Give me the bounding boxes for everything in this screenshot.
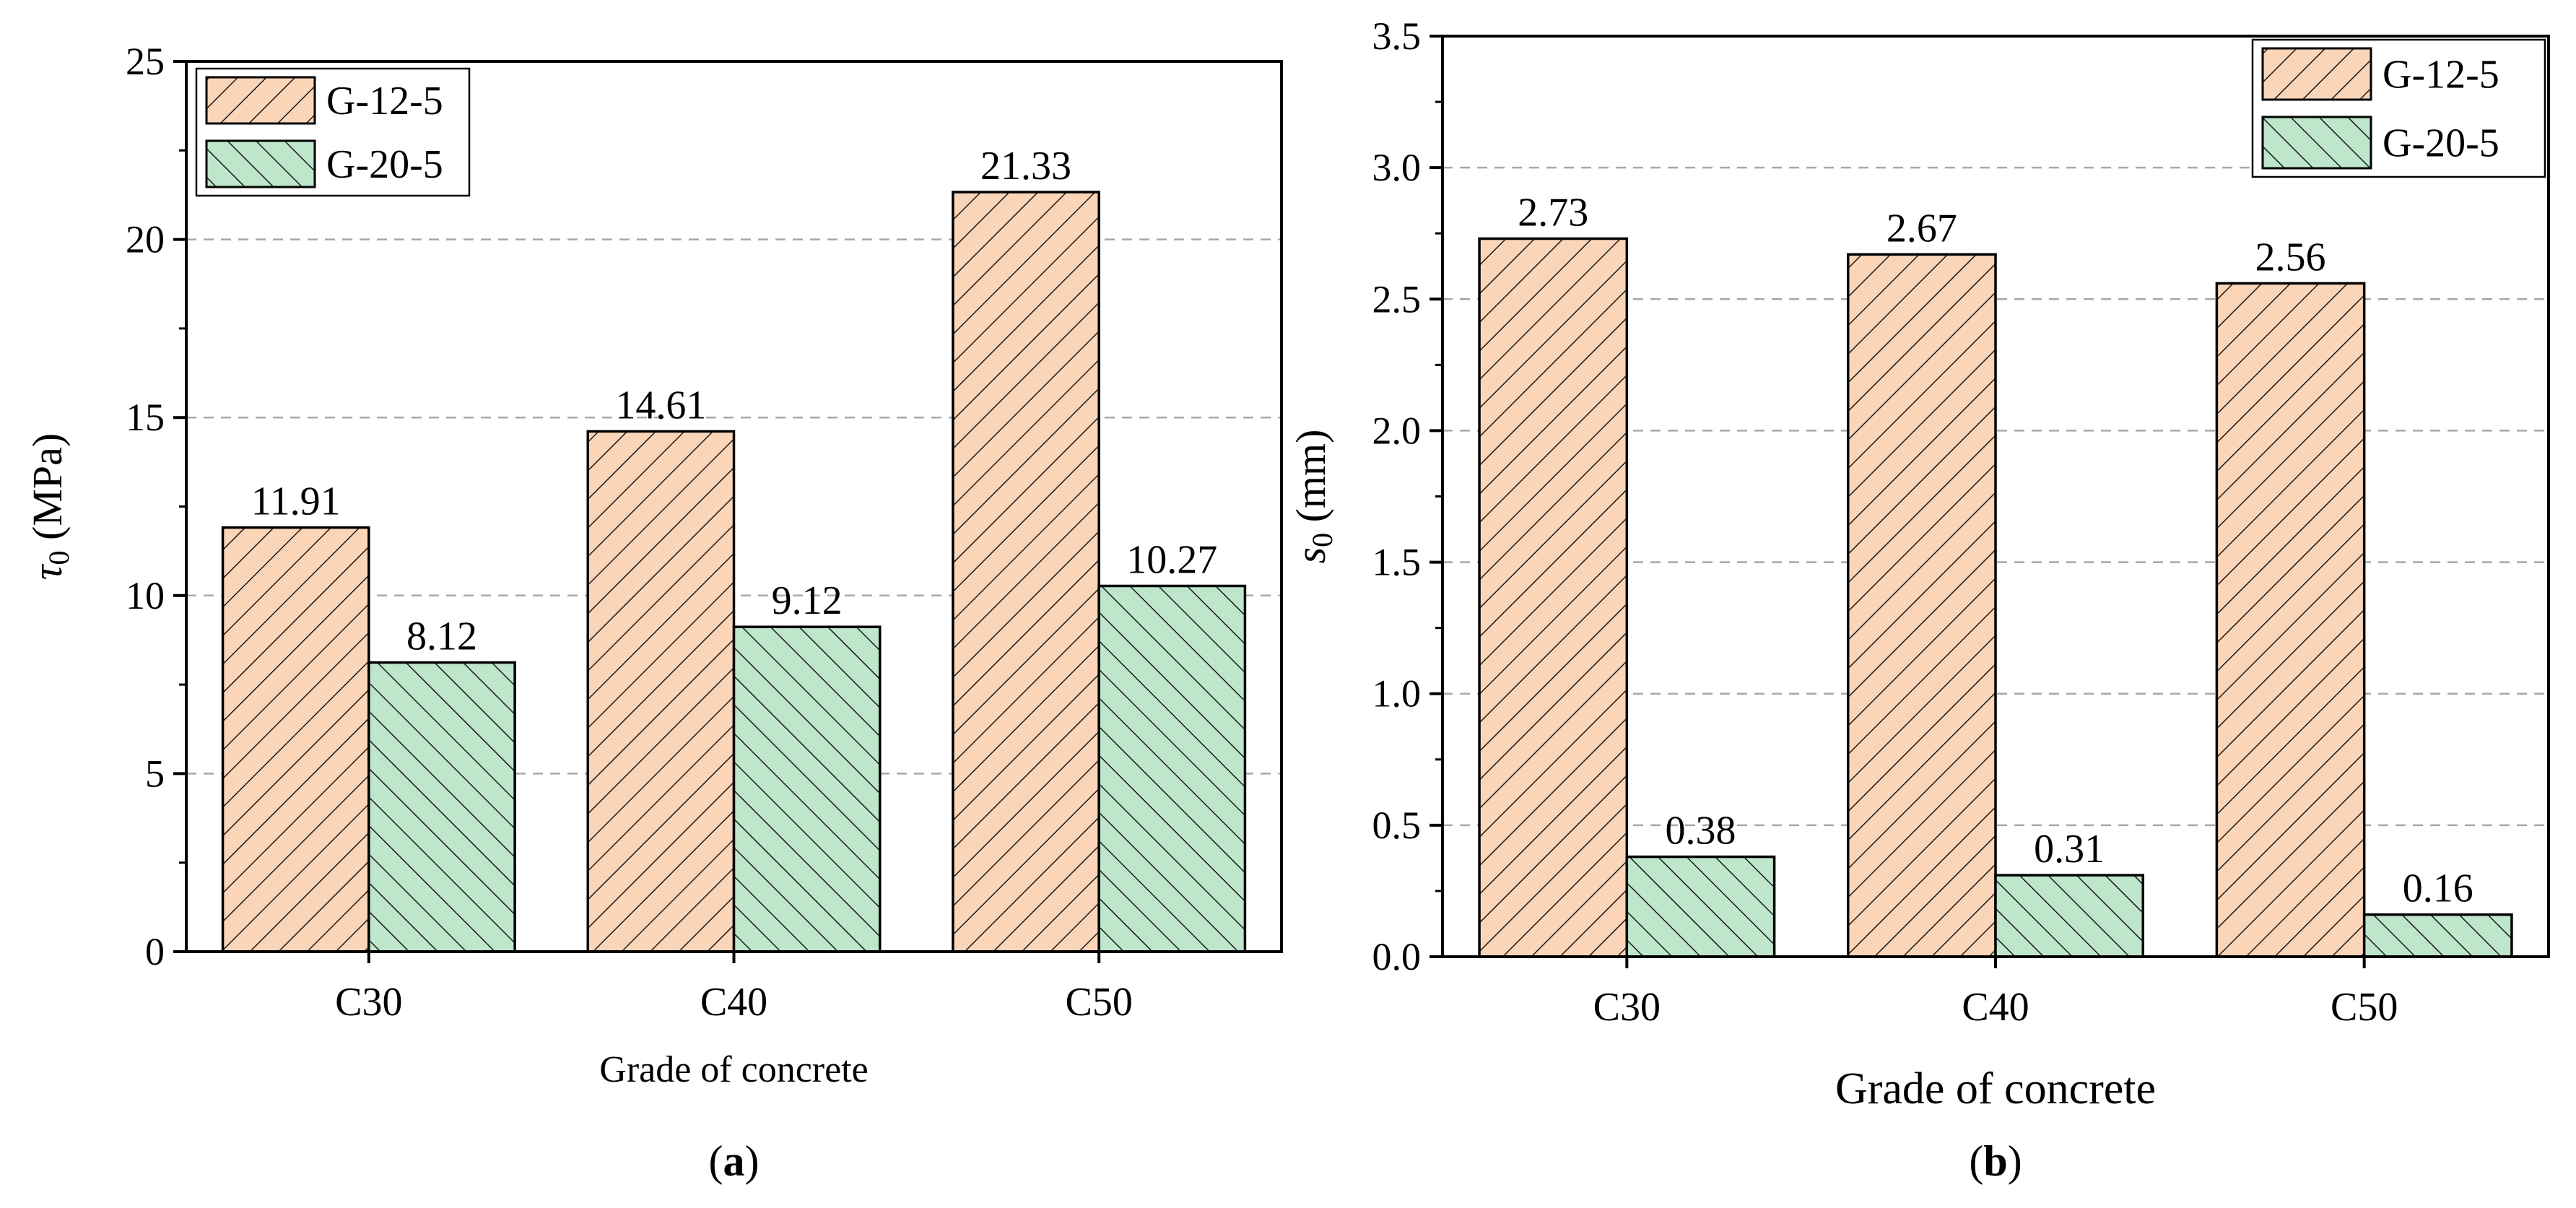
x-tick-label: C40 <box>700 980 767 1025</box>
y-tick-label: 1.5 <box>1372 541 1422 584</box>
y-axis-subscript: 0 <box>1306 533 1339 547</box>
bar <box>367 661 516 953</box>
y-tick-label: 10 <box>126 574 165 617</box>
bar <box>2215 282 2366 958</box>
bar-value-label: 2.67 <box>1887 206 1957 251</box>
chart-panel-b: 2.73 0.38 2.67 0.31 2.56 0.16 0.0 0.5 1.0 1.5 2.0… <box>1287 14 2550 1185</box>
bar-value-label: 10.27 <box>1126 537 1217 582</box>
y-tick-label: 1.0 <box>1372 672 1422 716</box>
x-tick-label: C30 <box>335 980 402 1025</box>
y-ticks <box>1430 35 1443 958</box>
y-tick-label: 0.0 <box>1372 935 1422 978</box>
y-tick-label: 5 <box>145 752 165 795</box>
bars <box>1478 237 2513 958</box>
legend-swatch <box>205 139 316 188</box>
x-tick-label: C40 <box>1962 985 2029 1030</box>
bar <box>1625 855 1776 958</box>
y-tick-label: 0 <box>145 930 165 973</box>
bar <box>1846 253 1997 958</box>
legend-swatch <box>2261 116 2372 170</box>
y-axis-subscript: 0 <box>43 550 75 565</box>
y-tick-label: 25 <box>126 40 165 83</box>
legend: G-12-5 G-20-5 <box>195 67 471 197</box>
bar <box>221 526 370 953</box>
bars <box>221 191 1247 953</box>
x-ticks <box>1625 957 2366 968</box>
y-tick-label: 0.5 <box>1372 804 1422 847</box>
y-tick-label: 15 <box>126 396 165 439</box>
y-axis-symbol: s <box>1287 547 1334 564</box>
legend-label: G-20-5 <box>326 142 443 187</box>
bar <box>1994 874 2145 958</box>
x-tick-label: C50 <box>2331 985 2398 1030</box>
y-tick-labels: 0 5 10 15 20 25 <box>126 40 165 973</box>
bar-value-label: 2.56 <box>2255 235 2326 279</box>
bar-value-label: 9.12 <box>772 578 843 623</box>
y-tick-label: 3.0 <box>1372 146 1422 189</box>
x-axis-title: Grade of concrete <box>1835 1064 2156 1113</box>
bar <box>2362 913 2513 958</box>
bar-value-label: 14.61 <box>615 383 706 427</box>
legend-swatch <box>2261 47 2372 101</box>
y-axis-title: τ0 (MPa) <box>24 433 75 580</box>
x-tick-label: C30 <box>1593 985 1661 1030</box>
bar <box>732 625 882 953</box>
y-axis-title: s0 (mm) <box>1287 430 1339 564</box>
legend-label: G-12-5 <box>2383 53 2499 97</box>
panel-label-b: (b) <box>1969 1137 2022 1185</box>
bar-value-label: 2.73 <box>1518 191 1588 235</box>
bar-value-label: 21.33 <box>980 144 1071 188</box>
y-axis-symbol: τ <box>24 563 71 580</box>
legend-swatch <box>205 76 316 125</box>
bar <box>1097 584 1247 953</box>
x-tick-label: C50 <box>1065 980 1132 1025</box>
legend-label: G-20-5 <box>2383 121 2499 166</box>
bar <box>1478 237 1629 958</box>
x-ticks <box>367 952 1101 963</box>
bar-value-label: 0.31 <box>2034 827 2105 872</box>
y-tick-label: 2.0 <box>1372 409 1422 452</box>
bar <box>952 191 1100 953</box>
bar <box>586 430 736 953</box>
legend-label: G-12-5 <box>326 79 443 123</box>
bar-value-label: 8.12 <box>406 614 477 659</box>
legend: G-12-5 G-20-5 <box>2251 38 2546 178</box>
y-axis-unit: (MPa) <box>24 433 71 540</box>
y-ticks <box>173 60 186 953</box>
y-tick-labels: 0.0 0.5 1.0 1.5 2.0 2.5 3.0 3.5 <box>1372 14 1422 978</box>
bar-value-label: 0.38 <box>1665 809 1736 853</box>
y-axis-unit: (mm) <box>1287 430 1334 523</box>
y-tick-label: 2.5 <box>1372 277 1422 321</box>
bar-value-label: 0.16 <box>2403 866 2473 911</box>
value-labels: 11.91 8.12 14.61 9.12 21.33 10.27 <box>251 144 1218 659</box>
panel-label-a: (a) <box>709 1137 760 1185</box>
x-tick-labels: C30 C40 C50 <box>1593 985 2398 1030</box>
y-tick-label: 20 <box>126 218 165 261</box>
bar-value-label: 11.91 <box>251 479 341 524</box>
value-labels: 2.73 0.38 2.67 0.31 2.56 0.16 <box>1518 191 2473 911</box>
x-axis-title: Grade of concrete <box>599 1049 868 1090</box>
x-tick-labels: C30 C40 C50 <box>335 980 1133 1025</box>
y-tick-label: 3.5 <box>1372 14 1422 58</box>
